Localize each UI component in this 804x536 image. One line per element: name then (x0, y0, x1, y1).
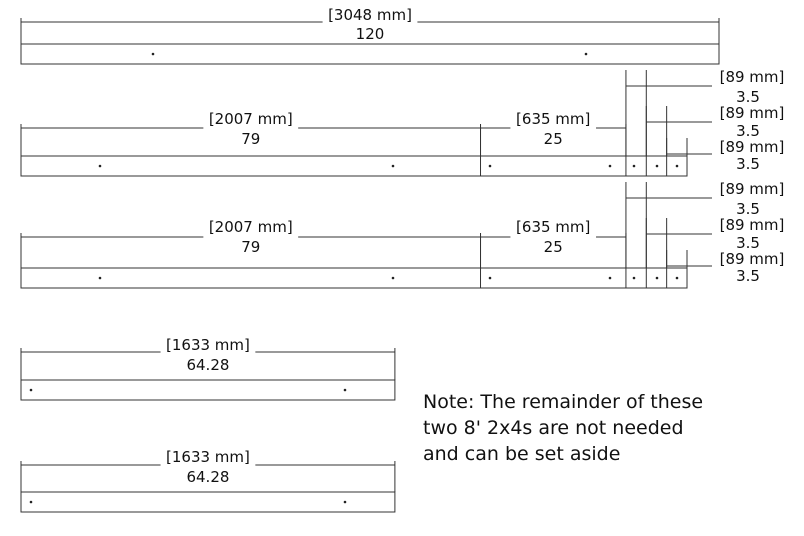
dimension-inch-label: 64.28 (186, 356, 229, 374)
cut-mark (632, 164, 636, 168)
dimension-inch-label: 64.28 (186, 468, 229, 486)
cut-mark (343, 388, 347, 392)
note-text: Note: The remainder of these two 8' 2x4s… (423, 389, 753, 467)
dimension-inch-label: 3.5 (736, 155, 760, 173)
dimension-inch-label: 25 (544, 130, 563, 148)
cut-mark (655, 164, 659, 168)
dimension-mm-label: [635 mm] (516, 110, 590, 128)
dimension-inch-label: 3.5 (736, 88, 760, 106)
dimension-inch-label: 3.5 (736, 234, 760, 252)
dimension-inch-label: 120 (356, 25, 385, 43)
board-outline (20, 43, 720, 65)
board-outline (20, 267, 688, 289)
dimension-mm-label: [89 mm] (720, 180, 785, 198)
board-outline (20, 379, 396, 401)
cut-mark (655, 276, 659, 280)
dimension-inch-label: 79 (241, 130, 260, 148)
dimension-inch-label: 3.5 (736, 122, 760, 140)
cut-mark (488, 164, 492, 168)
cut-mark (98, 276, 102, 280)
cut-mark (488, 276, 492, 280)
cut-mark (29, 500, 33, 504)
dimension-mm-label: [1633 mm] (166, 336, 250, 354)
dimension-mm-label: [635 mm] (516, 218, 590, 236)
note-line-3: and can be set aside (423, 443, 621, 465)
cut-mark (29, 388, 33, 392)
note-line-2: two 8' 2x4s are not needed (423, 417, 684, 439)
cut-mark (608, 276, 612, 280)
dimension-mm-label: [3048 mm] (328, 6, 412, 24)
cut-mark (343, 500, 347, 504)
dimension-mm-label: [1633 mm] (166, 448, 250, 466)
dimension-inch-label: 25 (544, 238, 563, 256)
board-outline (20, 155, 688, 177)
cut-mark (98, 164, 102, 168)
note-line-1: Note: The remainder of these (423, 391, 704, 413)
cut-mark (584, 52, 588, 56)
dimension-mm-label: [89 mm] (720, 250, 785, 268)
dimension-inch-label: 3.5 (736, 267, 760, 285)
cut-mark (391, 276, 395, 280)
cut-mark (675, 164, 679, 168)
cut-mark (608, 164, 612, 168)
cut-mark (675, 276, 679, 280)
dimension-mm-label: [89 mm] (720, 138, 785, 156)
board-outline (20, 491, 396, 513)
dimension-inch-label: 79 (241, 238, 260, 256)
dimension-mm-label: [89 mm] (720, 216, 785, 234)
cut-mark (391, 164, 395, 168)
dimension-mm-label: [2007 mm] (209, 110, 293, 128)
dimension-mm-label: [89 mm] (720, 104, 785, 122)
dimension-mm-label: [2007 mm] (209, 218, 293, 236)
cut-mark (151, 52, 155, 56)
cut-mark (632, 276, 636, 280)
dimension-mm-label: [89 mm] (720, 68, 785, 86)
dimension-inch-label: 3.5 (736, 200, 760, 218)
